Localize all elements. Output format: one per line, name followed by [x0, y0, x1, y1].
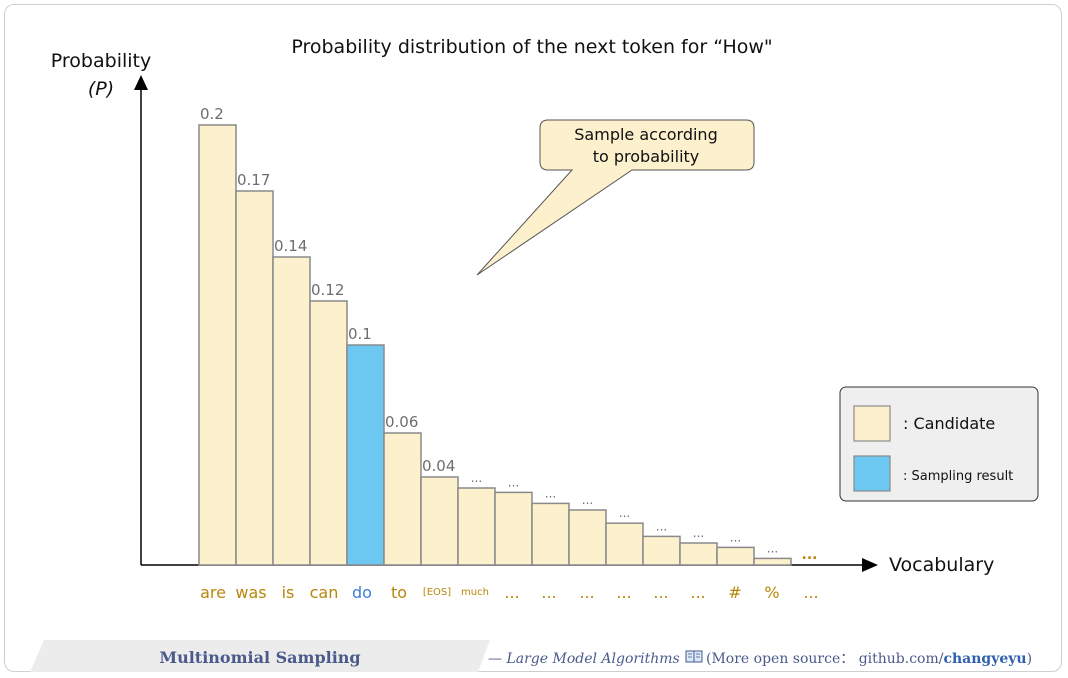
footer-credit-handle: changyeyu [943, 651, 1026, 667]
tick-label-2: is [282, 583, 295, 602]
tick-label-16: ... [803, 583, 818, 602]
tick-label-7: much [461, 587, 489, 598]
tick-label-1: was [235, 583, 266, 602]
tick-label-5: to [391, 583, 407, 602]
legend-label-candidate: : Candidate [903, 414, 995, 433]
tick-label-6: [EOS] [423, 587, 451, 598]
x-axis-arrow [862, 558, 878, 572]
callout-bubble [476, 119, 755, 276]
value-label-16: ... [802, 547, 818, 563]
tick-label-0: are [200, 583, 226, 602]
bar-6 [420, 476, 459, 566]
tick-label-8: ... [504, 583, 519, 602]
value-label-4: 0.1 [348, 325, 372, 343]
value-label-10: ... [582, 493, 593, 507]
tick-label-10: ... [579, 583, 594, 602]
bars-group [198, 124, 792, 566]
legend: : Candidate : Sampling result [839, 386, 1039, 502]
bar-7 [457, 487, 496, 566]
footer: Multinomial Sampling — Large Model Algor… [30, 640, 1032, 672]
tick-label-3: can [310, 583, 339, 602]
value-label-12: ... [656, 519, 667, 533]
bar-11 [605, 522, 644, 566]
chart-title: Probability distribution of the next tok… [291, 36, 772, 58]
bar-10 [568, 509, 607, 566]
x-axis-label: Vocabulary [889, 554, 994, 576]
value-label-5: 0.06 [385, 413, 418, 431]
value-label-7: ... [471, 471, 482, 485]
legend-swatch-candidate [853, 405, 891, 442]
bar-2 [272, 256, 311, 566]
footer-title: Multinomial Sampling [159, 648, 360, 667]
tick-label-4: do [352, 583, 372, 602]
y-axis-label: Probability [51, 50, 151, 72]
footer-credit-prefix: — Large Model Algorithms [488, 651, 680, 667]
y-axis-arrow [134, 75, 148, 90]
value-label-2: 0.14 [274, 237, 307, 255]
bar-1 [235, 190, 274, 566]
footer-credit-text: (More open source： github.com/ [706, 651, 944, 667]
value-label-1: 0.17 [237, 171, 270, 189]
y-axis-symbol: (P) [88, 78, 114, 100]
bar-12 [642, 535, 681, 566]
tick-labels-group: are was is can do to [EOS] much................… [200, 583, 819, 602]
value-label-0: 0.2 [200, 105, 224, 123]
tick-label-12: ... [653, 583, 668, 602]
footer-credit-suffix: (More open source： github.com/changyeyu) [706, 651, 1032, 667]
footer-banner [30, 640, 490, 672]
bar-3 [309, 300, 348, 566]
callout-line-1: Sample according [574, 125, 717, 144]
callout-line-2: to probability [593, 147, 700, 166]
bar-13 [679, 542, 718, 566]
value-label-13: ... [693, 526, 704, 540]
legend-swatch-sampled [853, 455, 891, 492]
tick-label-15: % [764, 583, 779, 602]
value-label-14: ... [730, 530, 741, 544]
value-label-15: ... [767, 541, 778, 555]
value-label-9: ... [545, 486, 556, 500]
legend-label-sampled: : Sampling result [903, 469, 1013, 484]
bar-4 [346, 344, 385, 566]
bar-9 [531, 502, 570, 566]
bar-14 [716, 546, 755, 566]
tick-label-14: # [728, 583, 741, 602]
bar-15 [753, 557, 792, 566]
tick-label-13: ... [690, 583, 705, 602]
bar-8 [494, 491, 533, 566]
value-label-11: ... [619, 506, 630, 520]
value-label-6: 0.04 [422, 457, 455, 475]
bar-0 [198, 124, 237, 566]
tick-label-11: ... [616, 583, 631, 602]
tick-label-9: ... [541, 583, 556, 602]
bar-5 [383, 432, 422, 566]
value-label-8: ... [508, 475, 519, 489]
footer-credit: — Large Model Algorithms [488, 651, 680, 667]
value-label-3: 0.12 [311, 281, 344, 299]
book-icon [685, 650, 703, 663]
callout: Sample according to probability [476, 119, 755, 276]
value-labels-group: 0.2 0.17 0.14 0.12 0.1 0.06 0.04..............… [200, 105, 817, 563]
footer-credit-close: ) [1027, 651, 1032, 667]
